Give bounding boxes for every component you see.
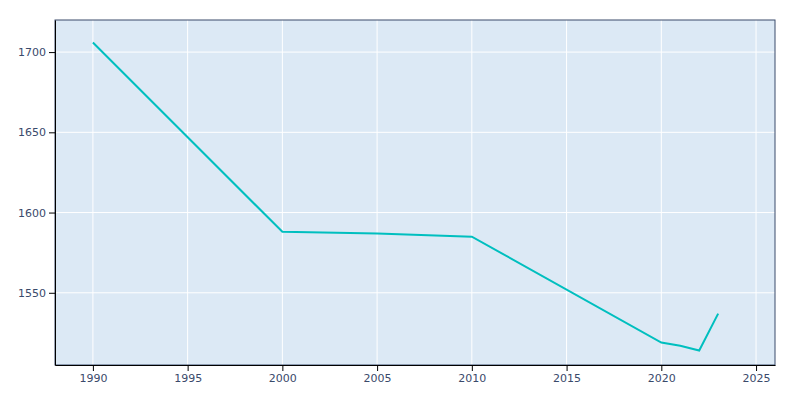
y-tick-mark	[49, 213, 55, 214]
x-tick-mark	[377, 365, 378, 371]
x-tick-mark	[756, 365, 757, 371]
y-tick-mark	[49, 132, 55, 133]
x-grid-line	[471, 20, 472, 365]
x-tick-mark	[93, 365, 94, 371]
x-grid-line	[661, 20, 662, 365]
x-tick-label: 2005	[364, 372, 392, 385]
y-tick: 1700	[18, 46, 55, 59]
x-grid-line	[92, 20, 93, 365]
x-tick: 2015	[553, 365, 581, 385]
x-grid-line	[566, 20, 567, 365]
x-tick-label: 1990	[79, 372, 107, 385]
grid	[55, 20, 775, 365]
y-tick-label: 1600	[18, 207, 46, 220]
y-axis: 1550 1600 1650 1700	[18, 21, 56, 366]
x-tick-label: 2025	[743, 372, 771, 385]
y-axis-line	[55, 21, 56, 366]
x-tick-mark	[282, 365, 283, 371]
x-axis: 1990 1995 2000 2005 2010 2015 2020 2025	[56, 365, 776, 385]
x-tick-label: 2000	[269, 372, 297, 385]
x-tick: 1990	[79, 365, 107, 385]
x-tick: 2010	[458, 365, 486, 385]
y-tick: 1600	[18, 207, 55, 220]
x-tick-mark	[567, 365, 568, 371]
y-tick-mark	[49, 52, 55, 53]
plot-background	[55, 20, 775, 365]
x-tick-label: 2010	[458, 372, 486, 385]
y-tick: 1550	[18, 287, 55, 300]
x-tick-label: 2020	[648, 372, 676, 385]
y-tick: 1650	[18, 126, 55, 139]
y-grid-line	[55, 52, 775, 53]
y-grid-line	[55, 132, 775, 133]
y-tick-label: 1550	[18, 287, 46, 300]
x-tick: 2025	[743, 365, 771, 385]
line	[93, 42, 718, 350]
plot-frame	[55, 20, 775, 365]
x-grid-line	[187, 20, 188, 365]
x-grid-line	[377, 20, 378, 365]
marks	[93, 42, 718, 350]
y-tick-mark	[49, 293, 55, 294]
x-tick-label: 2015	[553, 372, 581, 385]
x-tick-mark	[661, 365, 662, 371]
x-tick-mark	[472, 365, 473, 371]
y-grid-line	[55, 212, 775, 213]
x-tick: 2005	[364, 365, 392, 385]
y-tick-label: 1700	[18, 46, 46, 59]
x-tick: 2000	[269, 365, 297, 385]
x-grid-line	[282, 20, 283, 365]
x-tick: 1995	[174, 365, 202, 385]
x-tick-mark	[188, 365, 189, 371]
y-tick-label: 1650	[18, 126, 46, 139]
y-grid-line	[55, 292, 775, 293]
x-grid-line	[756, 20, 757, 365]
chart: 1990 1995 2000 2005 2010 2015 2020 2025 1550 1600…	[0, 0, 800, 400]
x-tick: 2020	[648, 365, 676, 385]
x-axis-line	[56, 365, 776, 366]
plot: 1990 1995 2000 2005 2010 2015 2020 2025 1550 1600…	[18, 20, 776, 385]
x-tick-label: 1995	[174, 372, 202, 385]
